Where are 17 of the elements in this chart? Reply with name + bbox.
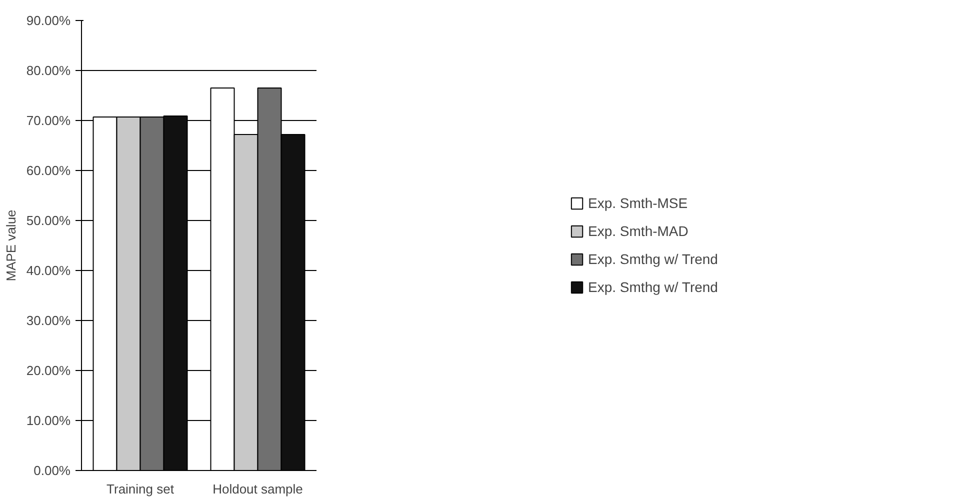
legend-label: Exp. Smthg w/ Trend: [588, 251, 718, 267]
y-tick-label: 70.00%: [26, 113, 71, 128]
y-tick-label: 80.00%: [26, 63, 71, 78]
y-tick-label: 30.00%: [26, 313, 71, 328]
legend-label: Exp. Smth-MAD: [588, 223, 688, 239]
y-tick-label: 10.00%: [26, 413, 71, 428]
y-tick-label: 20.00%: [26, 363, 71, 378]
legend-label: Exp. Smth-MSE: [588, 195, 688, 211]
y-axis-title: MAPE value: [3, 210, 18, 282]
y-tick-label: 50.00%: [26, 213, 71, 228]
legend-label: Exp. Smthg w/ Trend: [588, 279, 718, 295]
y-tick-label: 60.00%: [26, 163, 71, 178]
y-tick-label: 90.00%: [26, 13, 71, 28]
x-tick-label: Training set: [106, 482, 174, 496]
y-tick-label: 40.00%: [26, 263, 71, 278]
y-tick-label: 0.00%: [34, 463, 71, 478]
x-tick-label: Holdout sample: [212, 482, 303, 496]
